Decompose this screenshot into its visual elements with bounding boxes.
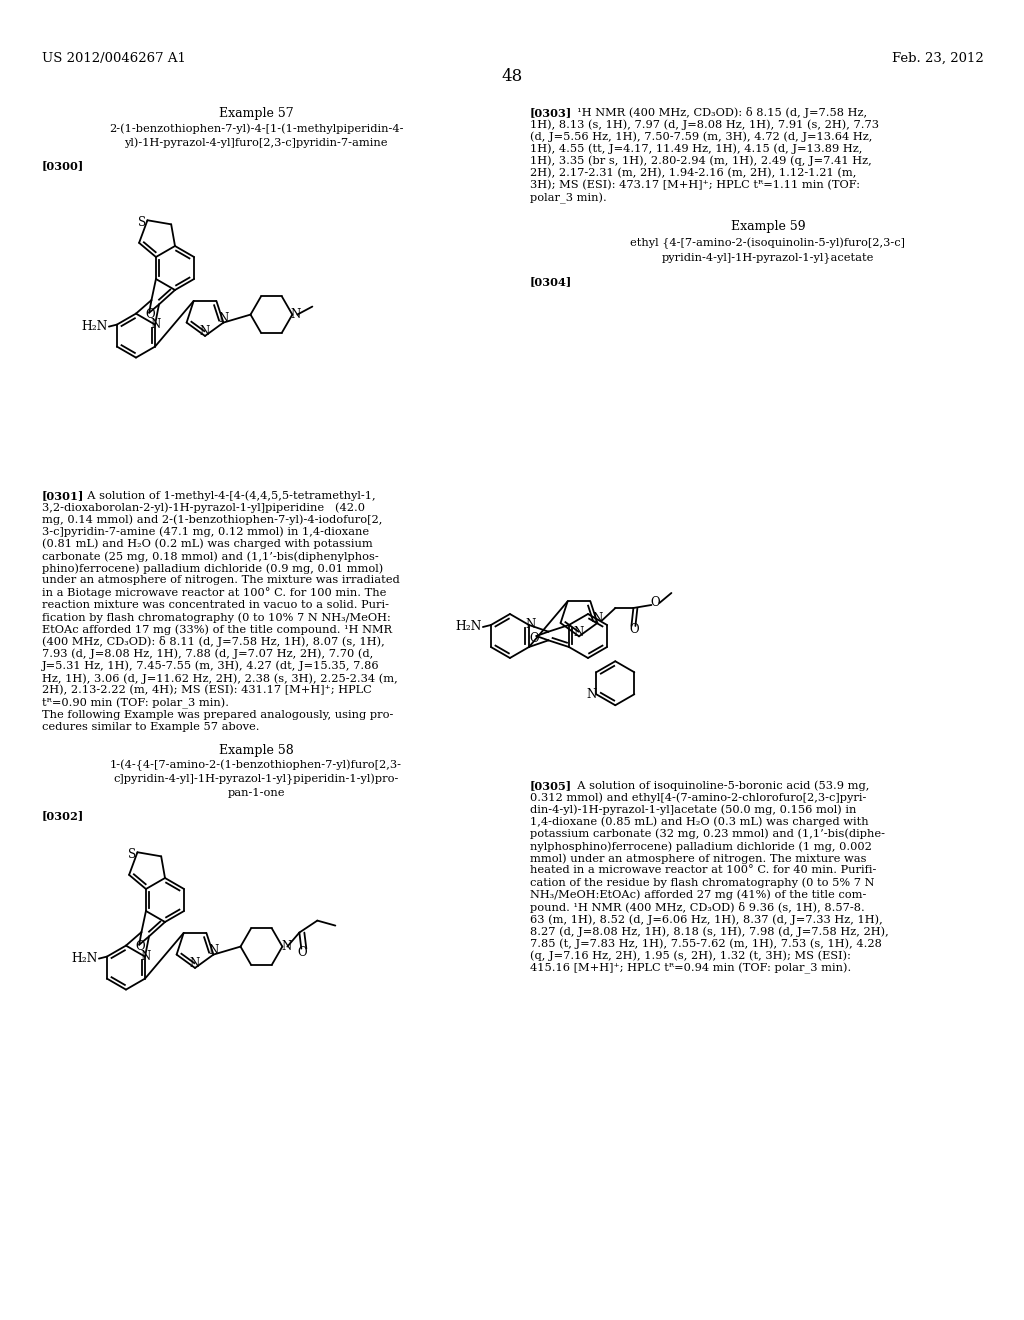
Text: din-4-yl)-1H-pyrazol-1-yl]acetate (50.0 mg, 0.156 mol) in: din-4-yl)-1H-pyrazol-1-yl]acetate (50.0 … <box>530 804 856 814</box>
Text: (d, J=5.56 Hz, 1H), 7.50-7.59 (m, 3H), 4.72 (d, J=13.64 Hz,: (d, J=5.56 Hz, 1H), 7.50-7.59 (m, 3H), 4… <box>530 132 872 143</box>
Text: 1-(4-{4-[7-amino-2-(1-benzothiophen-7-yl)furo[2,3-: 1-(4-{4-[7-amino-2-(1-benzothiophen-7-yl… <box>110 760 402 771</box>
Text: A solution of isoquinoline-5-boronic acid (53.9 mg,: A solution of isoquinoline-5-boronic aci… <box>570 780 869 791</box>
Text: pound. ¹H NMR (400 MHz, CD₃OD) δ 9.36 (s, 1H), 8.57-8.: pound. ¹H NMR (400 MHz, CD₃OD) δ 9.36 (s… <box>530 902 864 913</box>
Text: cation of the residue by flash chromatography (0 to 5% 7 N: cation of the residue by flash chromatog… <box>530 878 874 888</box>
Text: 2-(1-benzothiophen-7-yl)-4-[1-(1-methylpiperidin-4-: 2-(1-benzothiophen-7-yl)-4-[1-(1-methylp… <box>109 123 403 133</box>
Text: nylphosphino)ferrocene) palladium dichloride (1 mg, 0.002: nylphosphino)ferrocene) palladium dichlo… <box>530 841 871 851</box>
Text: 3,2-dioxaborolan-2-yl)-1H-pyrazol-1-yl]piperidine   (42.0: 3,2-dioxaborolan-2-yl)-1H-pyrazol-1-yl]p… <box>42 502 365 512</box>
Text: N: N <box>573 626 584 639</box>
Text: N: N <box>189 957 200 970</box>
Text: N: N <box>282 940 292 953</box>
Text: N: N <box>592 612 602 626</box>
Text: (q, J=7.16 Hz, 2H), 1.95 (s, 2H), 1.32 (t, 3H); MS (ESI):: (q, J=7.16 Hz, 2H), 1.95 (s, 2H), 1.32 (… <box>530 950 851 961</box>
Text: Example 57: Example 57 <box>219 107 293 120</box>
Text: 1H), 8.13 (s, 1H), 7.97 (d, J=8.08 Hz, 1H), 7.91 (s, 2H), 7.73: 1H), 8.13 (s, 1H), 7.97 (d, J=8.08 Hz, 1… <box>530 119 879 129</box>
Text: 63 (m, 1H), 8.52 (d, J=6.06 Hz, 1H), 8.37 (d, J=7.33 Hz, 1H),: 63 (m, 1H), 8.52 (d, J=6.06 Hz, 1H), 8.3… <box>530 915 883 925</box>
Text: O: O <box>650 597 660 610</box>
Text: S: S <box>128 847 136 861</box>
Text: under an atmosphere of nitrogen. The mixture was irradiated: under an atmosphere of nitrogen. The mix… <box>42 576 399 585</box>
Text: 8.27 (d, J=8.08 Hz, 1H), 8.18 (s, 1H), 7.98 (d, J=7.58 Hz, 2H),: 8.27 (d, J=8.08 Hz, 1H), 8.18 (s, 1H), 7… <box>530 927 889 937</box>
Text: Hz, 1H), 3.06 (d, J=11.62 Hz, 2H), 2.38 (s, 3H), 2.25-2.34 (m,: Hz, 1H), 3.06 (d, J=11.62 Hz, 2H), 2.38 … <box>42 673 397 684</box>
Text: 3-c]pyridin-7-amine (47.1 mg, 0.12 mmol) in 1,4-dioxane: 3-c]pyridin-7-amine (47.1 mg, 0.12 mmol)… <box>42 527 369 537</box>
Text: The following Example was prepared analogously, using pro-: The following Example was prepared analo… <box>42 710 393 719</box>
Text: 1,4-dioxane (0.85 mL) and H₂O (0.3 mL) was charged with: 1,4-dioxane (0.85 mL) and H₂O (0.3 mL) w… <box>530 817 868 828</box>
Text: [0301]: [0301] <box>42 490 84 502</box>
Text: Feb. 23, 2012: Feb. 23, 2012 <box>892 51 984 65</box>
Text: H₂N: H₂N <box>72 952 98 965</box>
Text: O: O <box>529 631 540 644</box>
Text: carbonate (25 mg, 0.18 mmol) and (1,1’-bis(diphenylphos-: carbonate (25 mg, 0.18 mmol) and (1,1’-b… <box>42 550 379 561</box>
Text: N: N <box>141 950 152 964</box>
Text: H₂N: H₂N <box>456 620 482 634</box>
Text: (0.81 mL) and H₂O (0.2 mL) was charged with potassium: (0.81 mL) and H₂O (0.2 mL) was charged w… <box>42 539 373 549</box>
Text: [0302]: [0302] <box>42 810 84 821</box>
Text: 1H), 3.35 (br s, 1H), 2.80-2.94 (m, 1H), 2.49 (q, J=7.41 Hz,: 1H), 3.35 (br s, 1H), 2.80-2.94 (m, 1H),… <box>530 156 871 166</box>
Text: 415.16 [M+H]⁺; HPLC tᴿ=0.94 min (TOF: polar_3 min).: 415.16 [M+H]⁺; HPLC tᴿ=0.94 min (TOF: po… <box>530 964 851 974</box>
Text: A solution of 1-methyl-4-[4-(4,4,5,5-tetramethyl-1,: A solution of 1-methyl-4-[4-(4,4,5,5-tet… <box>80 490 376 500</box>
Text: Example 58: Example 58 <box>219 744 293 756</box>
Text: 1H), 4.55 (tt, J=4.17, 11.49 Hz, 1H), 4.15 (d, J=13.89 Hz,: 1H), 4.55 (tt, J=4.17, 11.49 Hz, 1H), 4.… <box>530 144 862 154</box>
Text: [0303]: [0303] <box>530 107 572 117</box>
Text: [0305]: [0305] <box>530 780 572 791</box>
Text: in a Biotage microwave reactor at 100° C. for 100 min. The: in a Biotage microwave reactor at 100° C… <box>42 587 386 598</box>
Text: O: O <box>298 946 307 960</box>
Text: N: N <box>586 688 596 701</box>
Text: pyridin-4-yl]-1H-pyrazol-1-yl}acetate: pyridin-4-yl]-1H-pyrazol-1-yl}acetate <box>662 252 874 263</box>
Text: NH₃/MeOH:EtOAc) afforded 27 mg (41%) of the title com-: NH₃/MeOH:EtOAc) afforded 27 mg (41%) of … <box>530 890 866 900</box>
Text: N: N <box>290 308 300 321</box>
Text: reaction mixture was concentrated in vacuo to a solid. Puri-: reaction mixture was concentrated in vac… <box>42 599 389 610</box>
Text: potassium carbonate (32 mg, 0.23 mmol) and (1,1’-bis(diphe-: potassium carbonate (32 mg, 0.23 mmol) a… <box>530 829 885 840</box>
Text: S: S <box>138 215 146 228</box>
Text: phino)ferrocene) palladium dichloride (0.9 mg, 0.01 mmol): phino)ferrocene) palladium dichloride (0… <box>42 564 383 574</box>
Text: 0.312 mmol) and ethyl[4-(7-amino-2-chlorofuro[2,3-c]pyri-: 0.312 mmol) and ethyl[4-(7-amino-2-chlor… <box>530 792 866 803</box>
Text: N: N <box>151 318 161 331</box>
Text: mmol) under an atmosphere of nitrogen. The mixture was: mmol) under an atmosphere of nitrogen. T… <box>530 853 866 863</box>
Text: 3H); MS (ESI): 473.17 [M+H]⁺; HPLC tᴿ=1.11 min (TOF:: 3H); MS (ESI): 473.17 [M+H]⁺; HPLC tᴿ=1.… <box>530 181 860 190</box>
Text: 7.85 (t, J=7.83 Hz, 1H), 7.55-7.62 (m, 1H), 7.53 (s, 1H), 4.28: 7.85 (t, J=7.83 Hz, 1H), 7.55-7.62 (m, 1… <box>530 939 882 949</box>
Text: 2H), 2.17-2.31 (m, 2H), 1.94-2.16 (m, 2H), 1.12-1.21 (m,: 2H), 2.17-2.31 (m, 2H), 1.94-2.16 (m, 2H… <box>530 168 856 178</box>
Text: c]pyridin-4-yl]-1H-pyrazol-1-yl}piperidin-1-yl)pro-: c]pyridin-4-yl]-1H-pyrazol-1-yl}piperidi… <box>114 774 398 785</box>
Text: N: N <box>200 326 210 338</box>
Text: 2H), 2.13-2.22 (m, 4H); MS (ESI): 431.17 [M+H]⁺; HPLC: 2H), 2.13-2.22 (m, 4H); MS (ESI): 431.17… <box>42 685 372 696</box>
Text: O: O <box>135 940 145 953</box>
Text: [0300]: [0300] <box>42 160 84 172</box>
Text: ¹H NMR (400 MHz, CD₃OD): δ 8.15 (d, J=7.58 Hz,: ¹H NMR (400 MHz, CD₃OD): δ 8.15 (d, J=7.… <box>570 107 867 117</box>
Text: 48: 48 <box>502 69 522 84</box>
Text: yl)-1H-pyrazol-4-yl]furo[2,3-c]pyridin-7-amine: yl)-1H-pyrazol-4-yl]furo[2,3-c]pyridin-7… <box>124 137 388 148</box>
Text: [0304]: [0304] <box>530 276 572 286</box>
Text: N: N <box>526 619 537 631</box>
Text: H₂N: H₂N <box>82 319 109 333</box>
Text: O: O <box>145 309 155 321</box>
Text: pan-1-one: pan-1-one <box>227 788 285 799</box>
Text: EtOAc afforded 17 mg (33%) of the title compound. ¹H NMR: EtOAc afforded 17 mg (33%) of the title … <box>42 624 392 635</box>
Text: N: N <box>208 944 218 957</box>
Text: 7.93 (d, J=8.08 Hz, 1H), 7.88 (d, J=7.07 Hz, 2H), 7.70 (d,: 7.93 (d, J=8.08 Hz, 1H), 7.88 (d, J=7.07… <box>42 648 374 659</box>
Text: (400 MHz, CD₃OD): δ 8.11 (d, J=7.58 Hz, 1H), 8.07 (s, 1H),: (400 MHz, CD₃OD): δ 8.11 (d, J=7.58 Hz, … <box>42 636 385 647</box>
Text: polar_3 min).: polar_3 min). <box>530 193 607 203</box>
Text: tᴿ=0.90 min (TOF: polar_3 min).: tᴿ=0.90 min (TOF: polar_3 min). <box>42 697 229 709</box>
Text: N: N <box>218 312 228 325</box>
Text: Example 59: Example 59 <box>731 220 805 234</box>
Text: mg, 0.14 mmol) and 2-(1-benzothiophen-7-yl)-4-iodofuro[2,: mg, 0.14 mmol) and 2-(1-benzothiophen-7-… <box>42 515 382 525</box>
Text: heated in a microwave reactor at 100° C. for 40 min. Purifi-: heated in a microwave reactor at 100° C.… <box>530 866 877 875</box>
Text: ethyl {4-[7-amino-2-(isoquinolin-5-yl)furo[2,3-c]: ethyl {4-[7-amino-2-(isoquinolin-5-yl)fu… <box>631 238 905 249</box>
Text: US 2012/0046267 A1: US 2012/0046267 A1 <box>42 51 186 65</box>
Text: O: O <box>630 623 639 636</box>
Text: fication by flash chromatography (0 to 10% 7 N NH₃/MeOH:: fication by flash chromatography (0 to 1… <box>42 612 391 623</box>
Text: J=5.31 Hz, 1H), 7.45-7.55 (m, 3H), 4.27 (dt, J=15.35, 7.86: J=5.31 Hz, 1H), 7.45-7.55 (m, 3H), 4.27 … <box>42 661 380 672</box>
Text: cedures similar to Example 57 above.: cedures similar to Example 57 above. <box>42 722 259 731</box>
